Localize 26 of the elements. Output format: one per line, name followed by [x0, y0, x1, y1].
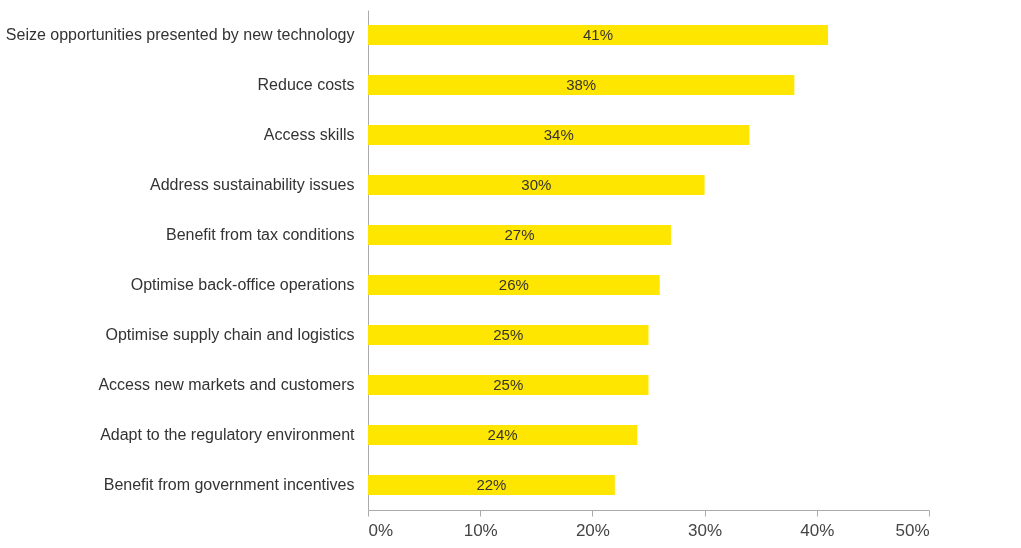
data-label: 27% [504, 226, 535, 243]
x-tick-label: 30% [688, 520, 723, 540]
y-tick-label: Benefit from tax conditions [165, 226, 355, 243]
y-tick-label: Address sustainability issues [149, 176, 355, 193]
data-label: 24% [487, 426, 518, 443]
data-label: 25% [493, 326, 524, 343]
y-tick-label: Access new markets and customers [98, 376, 355, 393]
x-tick-label: 0% [368, 520, 394, 540]
data-label: 41% [582, 26, 614, 43]
data-label: 22% [476, 476, 507, 493]
x-tick-label: 20% [575, 520, 610, 540]
y-tick-label: Seize opportunities presented by new technology [5, 26, 355, 43]
x-tick-label: 50% [895, 520, 930, 540]
data-label: 30% [521, 176, 552, 193]
y-tick-label: Access skills [263, 126, 355, 143]
data-label: 34% [543, 126, 574, 143]
y-tick-label: Reduce costs [257, 76, 355, 93]
data-label: 38% [566, 76, 597, 93]
data-label: 26% [498, 276, 529, 293]
y-tick-label: Benefit from government incentives [103, 476, 355, 493]
y-tick-label: Adapt to the regulatory environment [100, 426, 356, 443]
data-label: 25% [493, 376, 524, 393]
y-tick-label: Optimise back-office operations [130, 276, 355, 293]
x-tick-label: 10% [463, 520, 498, 540]
y-tick-label: Optimise supply chain and logistics [105, 326, 355, 343]
x-tick-label: 40% [800, 520, 835, 540]
